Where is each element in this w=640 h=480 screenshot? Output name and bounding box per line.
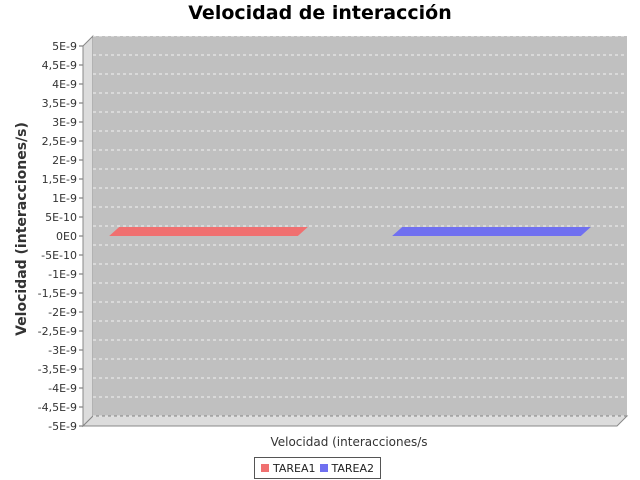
y-tick-label: 4E-9 bbox=[52, 78, 77, 91]
y-tick-label: 0E0 bbox=[56, 230, 77, 243]
legend-swatch bbox=[261, 464, 269, 472]
y-tick-label: -4E-9 bbox=[48, 382, 77, 395]
y-tick-label: 4,5E-9 bbox=[42, 59, 77, 72]
bar-tarea2 bbox=[392, 227, 591, 236]
y-tick-label: 5E-10 bbox=[45, 211, 77, 224]
legend-item-tarea2: TAREA2 bbox=[320, 462, 375, 475]
y-tick-label: 2,5E-9 bbox=[42, 135, 77, 148]
y-tick-label: 1,5E-9 bbox=[42, 173, 77, 186]
y-tick-label: -1E-9 bbox=[48, 268, 77, 281]
y-axis-title: Velocidad (interacciones/s) bbox=[14, 122, 30, 336]
x-axis-title: Velocidad (interacciones/s bbox=[270, 435, 427, 449]
plot-floor bbox=[83, 416, 627, 426]
y-tick-label: 2E-9 bbox=[52, 154, 77, 167]
legend-label: TAREA1 bbox=[273, 462, 316, 475]
y-tick-label: 1E-9 bbox=[52, 192, 77, 205]
y-tick-label: -1,5E-9 bbox=[38, 287, 77, 300]
y-tick-label: -3E-9 bbox=[48, 344, 77, 357]
y-tick-label: -2,5E-9 bbox=[38, 325, 77, 338]
y-tick-label: -5E-9 bbox=[48, 420, 77, 433]
y-tick-label: 5E-9 bbox=[52, 40, 77, 53]
legend-swatch bbox=[320, 464, 328, 472]
y-tick-label: -3,5E-9 bbox=[38, 363, 77, 376]
legend: TAREA1 TAREA2 bbox=[254, 457, 381, 479]
legend-label: TAREA2 bbox=[332, 462, 375, 475]
y-tick-label: -2E-9 bbox=[48, 306, 77, 319]
legend-item-tarea1: TAREA1 bbox=[261, 462, 316, 475]
bar-tarea1 bbox=[109, 227, 308, 236]
y-tick-label: -5E-10 bbox=[41, 249, 77, 262]
plot-left-wall bbox=[83, 36, 93, 426]
y-tick-label: 3,5E-9 bbox=[42, 97, 77, 110]
y-tick-label: -4,5E-9 bbox=[38, 401, 77, 414]
y-tick-label: 3E-9 bbox=[52, 116, 77, 129]
